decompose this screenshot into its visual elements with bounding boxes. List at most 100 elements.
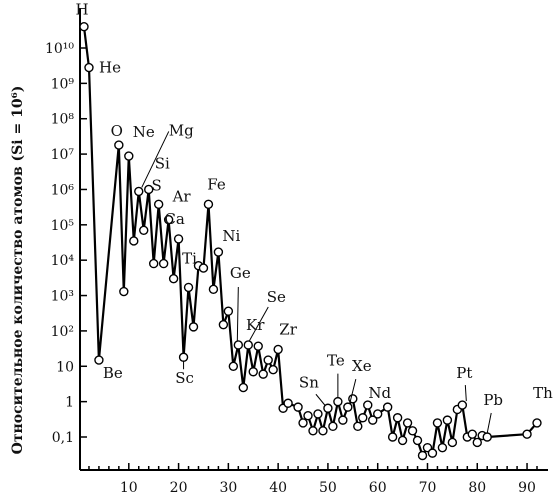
- data-point: [79, 22, 89, 32]
- element-label-ti: Ti: [182, 249, 197, 267]
- x-tick-label: 50: [319, 480, 337, 496]
- data-point: [397, 435, 408, 446]
- element-label-si: Si: [155, 155, 170, 173]
- element-label-be: Be: [103, 364, 123, 382]
- data-point: [328, 421, 338, 432]
- annotation-leader-line: [486, 412, 492, 434]
- data-point: [323, 403, 333, 413]
- data-point: [139, 225, 149, 235]
- x-tick-label: 60: [369, 480, 387, 496]
- data-point: [358, 413, 368, 423]
- x-tick-label: 70: [419, 480, 437, 496]
- element-label-se: Se: [267, 288, 286, 306]
- data-point: [233, 340, 244, 350]
- element-label-o: O: [111, 122, 123, 140]
- y-axis-title: Относительное количество атомов (Si = 10…: [10, 86, 26, 455]
- data-point: [188, 322, 199, 332]
- data-point: [373, 409, 383, 419]
- annotation-leader-line: [236, 286, 239, 341]
- data-point: [353, 421, 363, 432]
- data-point: [124, 151, 134, 161]
- element-label-pb: Pb: [483, 391, 503, 409]
- element-label-kr: Kr: [246, 316, 265, 334]
- data-point: [293, 402, 303, 412]
- element-label-fe: Fe: [207, 175, 226, 193]
- data-point: [198, 263, 209, 273]
- annotation-leader-line: [248, 306, 269, 342]
- data-point: [472, 437, 482, 448]
- abundance-series-line: [82, 26, 538, 457]
- annotation-leader-line: [315, 393, 326, 406]
- element-label-te: Te: [327, 352, 345, 370]
- data-point: [283, 398, 293, 408]
- y-tick-label: 10⁶: [51, 182, 75, 198]
- element-label-pt: Pt: [456, 364, 472, 382]
- y-tick-label: 10⁵: [51, 218, 75, 234]
- element-label-sn: Sn: [299, 373, 319, 391]
- element-label-th: Th: [533, 384, 553, 402]
- x-tick-label: 10: [120, 480, 138, 496]
- data-point: [343, 402, 353, 412]
- y-tick-label: 10⁸: [51, 112, 75, 128]
- annotation-leader-line: [464, 385, 467, 402]
- element-label-sc: Sc: [175, 369, 194, 387]
- data-point: [427, 448, 438, 458]
- data-point: [223, 306, 234, 316]
- data-point: [208, 284, 219, 295]
- element-label-ca: Ca: [164, 210, 184, 228]
- data-point: [94, 355, 104, 365]
- data-point: [273, 344, 283, 355]
- data-point: [203, 199, 214, 210]
- data-point: [308, 426, 318, 436]
- data-point: [163, 214, 174, 225]
- data-point: [303, 411, 313, 421]
- data-point: [402, 418, 413, 428]
- data-point: [532, 418, 542, 428]
- y-tick-label: 10: [56, 359, 74, 375]
- data-point: [218, 319, 229, 330]
- element-label-xe: Xe: [352, 357, 372, 375]
- data-point: [119, 286, 129, 297]
- element-label-mg: Mg: [169, 121, 194, 139]
- data-point: [228, 361, 239, 371]
- data-point: [387, 432, 398, 442]
- data-point: [243, 340, 253, 350]
- y-tick-label: 10²: [51, 324, 74, 340]
- y-tick-label: 10³: [51, 289, 74, 305]
- data-point: [338, 415, 348, 425]
- data-point: [467, 429, 477, 439]
- data-point: [457, 400, 468, 410]
- x-tick-label: 40: [269, 480, 287, 496]
- data-point: [173, 234, 184, 244]
- data-point: [382, 402, 393, 412]
- data-point: [522, 429, 532, 439]
- data-point: [412, 435, 423, 446]
- element-label-zr: Zr: [279, 320, 297, 338]
- y-tick-label: 10⁹: [51, 76, 75, 92]
- data-point: [417, 450, 428, 461]
- data-point: [148, 258, 159, 269]
- data-point: [392, 413, 403, 423]
- data-point: [313, 409, 323, 419]
- element-label-s: S: [152, 176, 162, 194]
- x-tick-label: 80: [468, 480, 486, 496]
- data-point: [129, 236, 139, 246]
- element-label-ni: Ni: [222, 227, 240, 245]
- element-label-he: He: [99, 59, 121, 77]
- data-point: [263, 355, 273, 365]
- data-point: [183, 282, 194, 293]
- data-point: [253, 341, 263, 351]
- element-label-ne: Ne: [133, 123, 155, 141]
- data-point: [482, 432, 492, 442]
- data-point: [268, 364, 278, 375]
- data-point: [134, 186, 144, 197]
- data-point: [368, 415, 378, 425]
- data-point: [258, 369, 268, 379]
- data-point: [178, 352, 189, 362]
- data-point: [158, 258, 169, 269]
- data-point: [442, 415, 453, 425]
- data-point: [213, 247, 224, 257]
- data-point: [447, 437, 458, 448]
- data-point: [84, 62, 94, 73]
